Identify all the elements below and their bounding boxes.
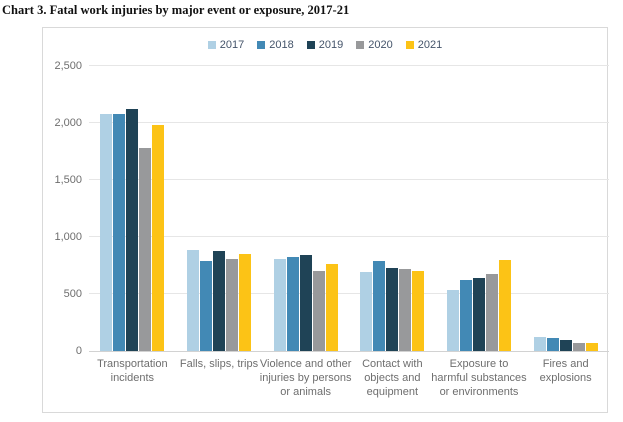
bar-2020: [312, 270, 325, 351]
bar-2018: [199, 260, 212, 351]
legend-swatch-2021: [405, 41, 414, 49]
bar-2021: [498, 260, 511, 351]
bar-group: [176, 66, 263, 351]
bar-2017: [360, 271, 373, 351]
bar-2018: [113, 113, 126, 351]
legend: 2017 2018 2019 2020 2021: [43, 39, 607, 51]
bar-2019: [126, 109, 139, 351]
category-label: Fires and explosions: [539, 358, 592, 384]
bar-2020: [225, 259, 238, 351]
y-tick-label: 0: [75, 345, 82, 357]
chart-frame: 2017 2018 2019 2020 2021 0 500 1,000 1,500 2,000…: [42, 27, 609, 413]
bar-2018: [373, 261, 386, 351]
bar-2019: [559, 339, 572, 351]
bar-2018: [459, 280, 472, 351]
category-label: Contact with objects and equipment: [362, 358, 423, 398]
y-tick-label: 2,000: [54, 117, 82, 129]
category-label: Exposure to harmful substances or enviro…: [431, 358, 527, 398]
gridline: [89, 236, 609, 237]
bar-2019: [212, 250, 225, 351]
legend-swatch-2020: [356, 41, 365, 49]
category-label: Falls, slips, trips: [179, 358, 259, 370]
gridline: [89, 179, 609, 180]
gridline: [89, 65, 609, 66]
legend-label: 2019: [318, 39, 344, 51]
bar-2020: [139, 148, 152, 351]
bar-group: [522, 66, 609, 351]
plot-area: 0 500 1,000 1,500 2,000 2,500 Transportation i…: [54, 61, 609, 398]
chart-title: Chart 3. Fatal work injuries by major ev…: [2, 3, 350, 17]
legend-swatch-2017: [207, 41, 216, 49]
bar-2018: [286, 256, 299, 351]
legend-label: 2018: [269, 39, 294, 51]
bar-2019: [299, 255, 312, 351]
x-axis-line: [89, 351, 609, 352]
gridline: [89, 293, 609, 294]
legend-entry-2021: 2021: [405, 39, 443, 51]
bar-2021: [412, 270, 425, 351]
bar-2017: [273, 259, 286, 351]
y-tick-label: 1,500: [54, 174, 82, 186]
y-tick-label: 1,000: [54, 231, 82, 243]
y-tick-label: 500: [63, 288, 82, 300]
legend-label: 2017: [219, 39, 245, 51]
legend-entry-2019: 2019: [306, 39, 344, 51]
category-label: Violence and other injuries by persons o…: [259, 358, 352, 398]
legend-entry-2020: 2020: [356, 39, 393, 51]
bar-2017: [446, 290, 459, 351]
bar-2021: [238, 254, 251, 351]
bar-group: [436, 66, 523, 351]
bar-2017: [100, 114, 113, 351]
bar-2018: [546, 337, 559, 351]
bar-2021: [585, 342, 598, 351]
bar-2019: [386, 267, 399, 351]
bar-2019: [472, 277, 485, 351]
bar-2021: [152, 125, 165, 351]
bar-2017: [533, 336, 546, 351]
bar-2020: [399, 269, 412, 351]
legend-swatch-2018: [257, 41, 266, 49]
y-tick-label: 2,500: [54, 60, 82, 72]
legend-swatch-2019: [306, 41, 315, 49]
gridline: [89, 122, 609, 123]
bar-group: [349, 66, 436, 351]
legend-entry-2017: 2017: [207, 39, 245, 51]
legend-label: 2020: [368, 39, 393, 51]
category-label: Transportation incidents: [97, 358, 168, 384]
legend-entry-2018: 2018: [257, 39, 294, 51]
bar-2017: [186, 249, 199, 351]
legend-label: 2021: [417, 39, 443, 51]
bar-group: [89, 66, 176, 351]
bar-2020: [572, 342, 585, 351]
bar-group: [262, 66, 349, 351]
bar-2021: [325, 264, 338, 351]
bar-2020: [485, 274, 498, 351]
